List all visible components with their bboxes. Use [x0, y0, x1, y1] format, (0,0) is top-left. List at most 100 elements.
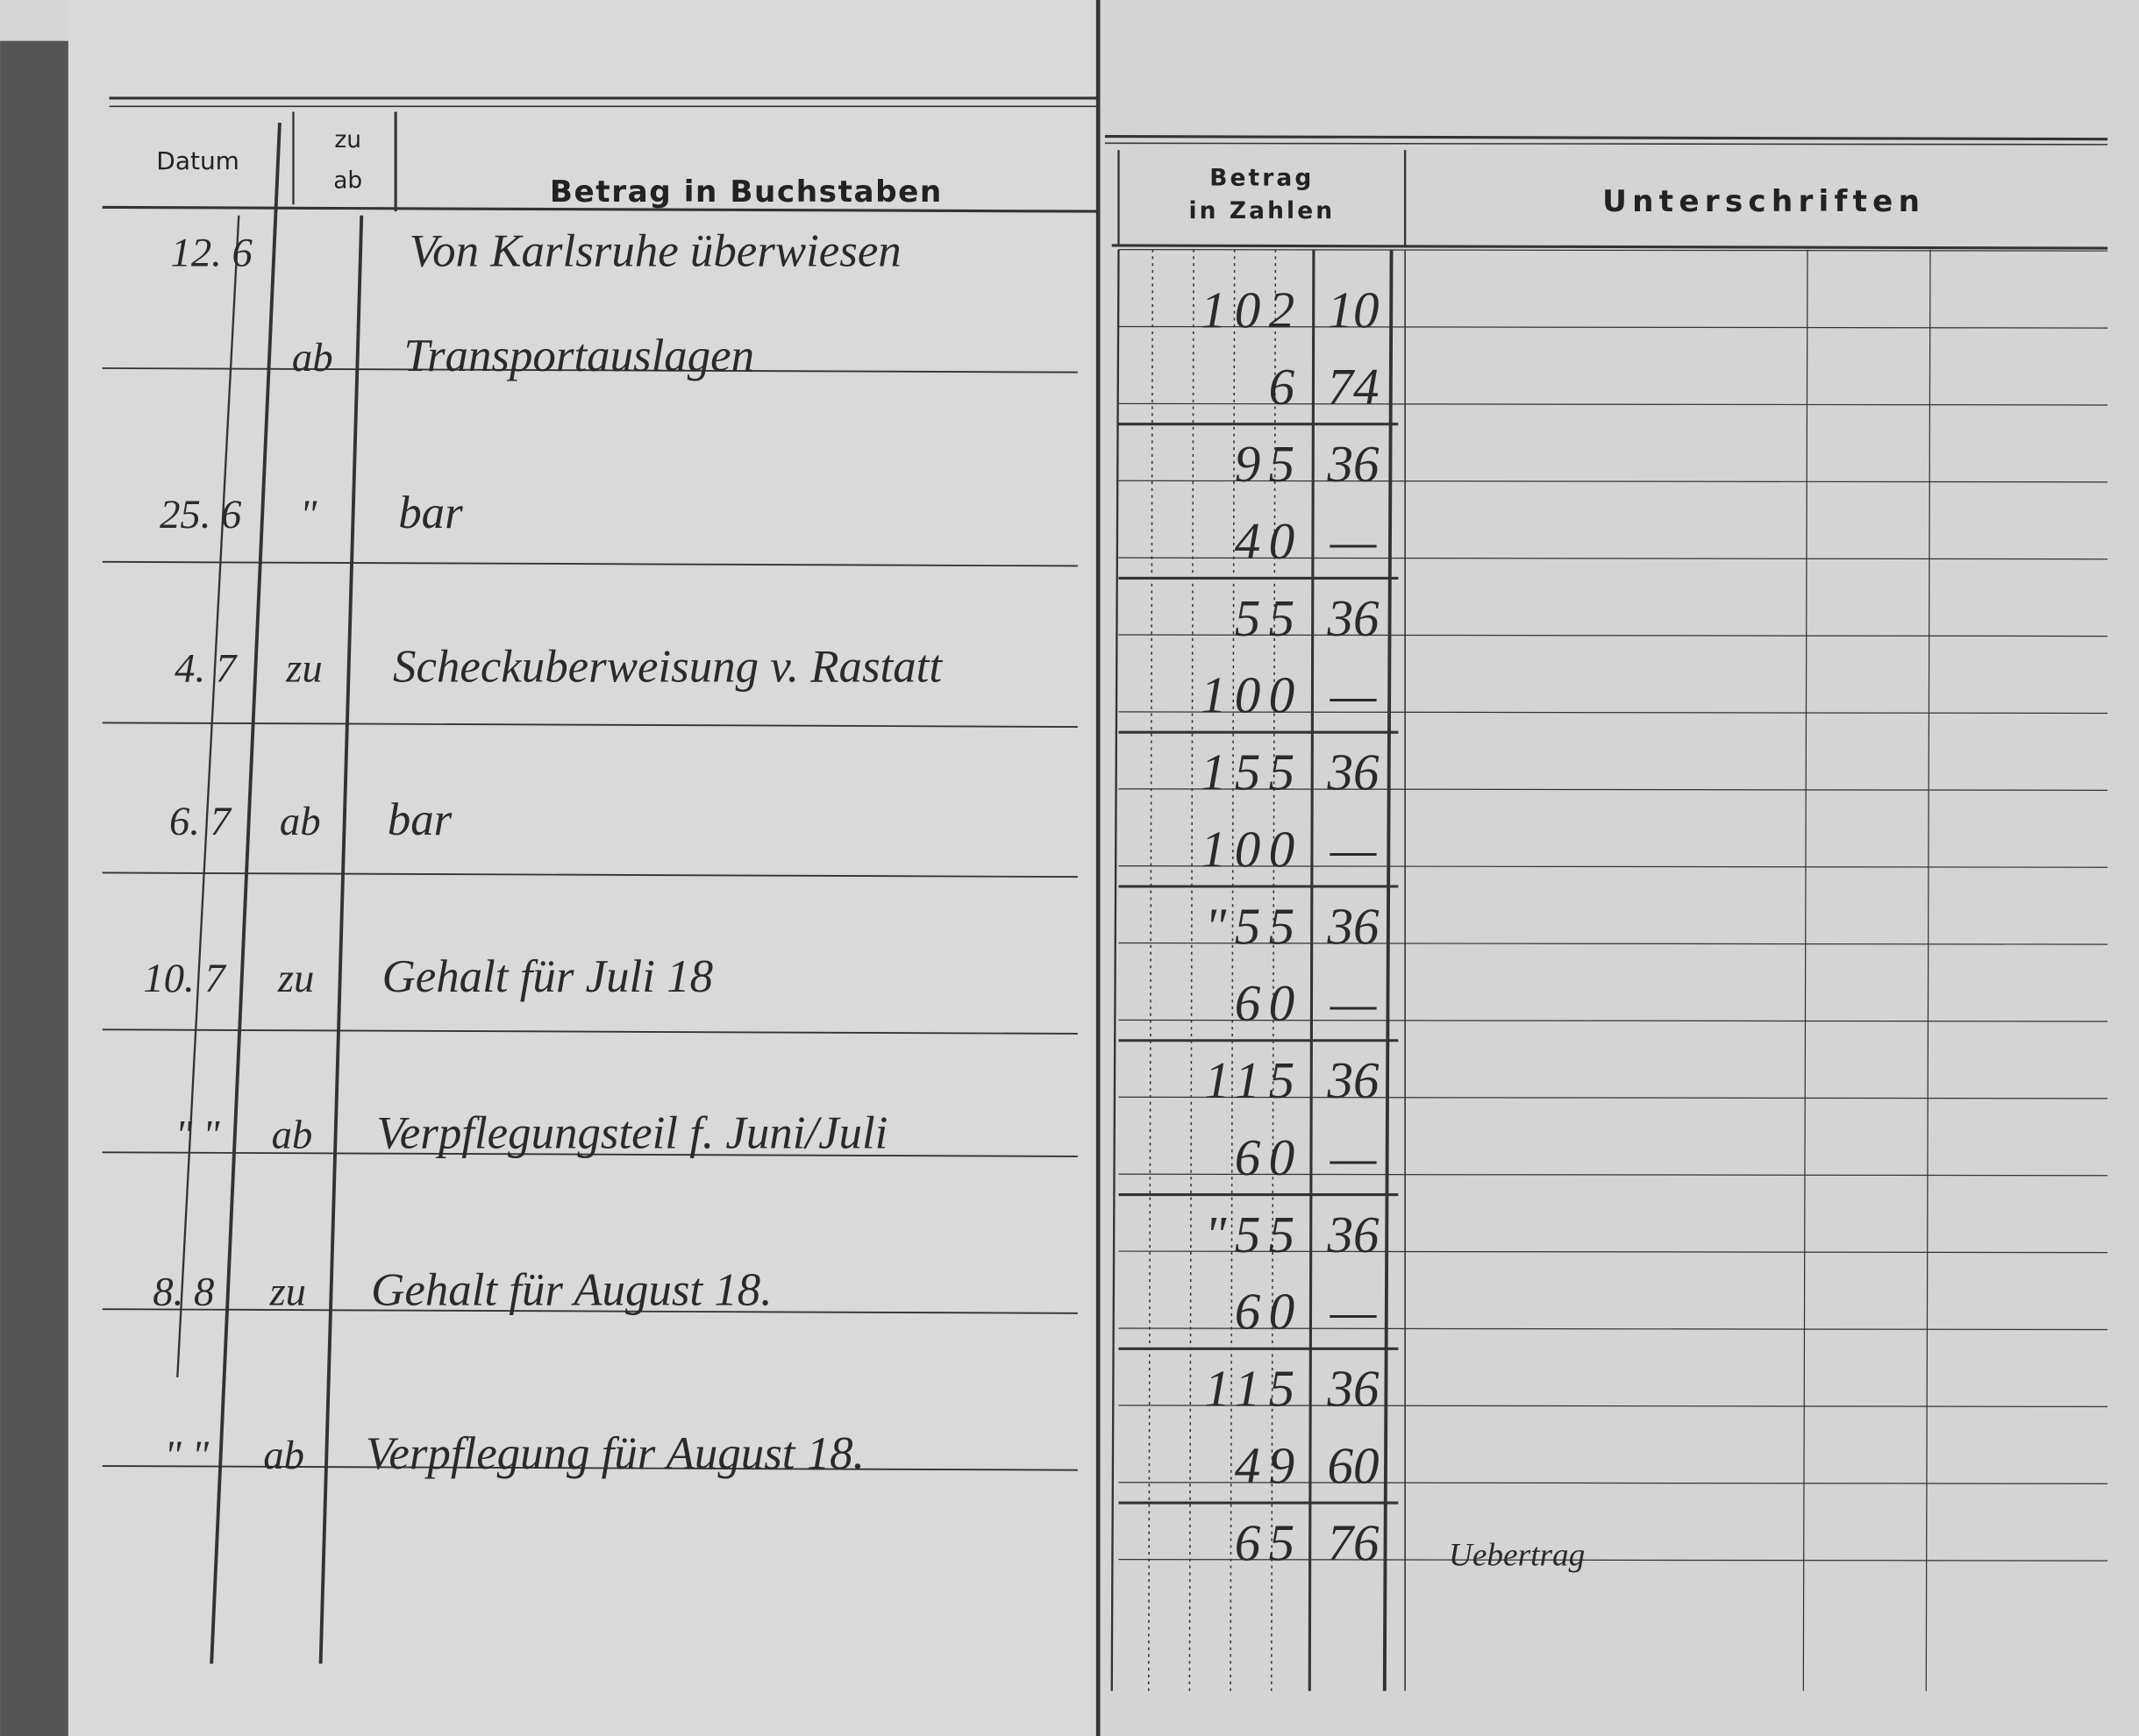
- amount-mark: 102: [1201, 281, 1303, 338]
- rule: [1118, 1327, 2108, 1331]
- entry-date: 25. 6: [160, 492, 242, 537]
- header-text: Betrag: [1209, 165, 1314, 192]
- amount-pf: —: [1330, 974, 1377, 1032]
- entry-zu-ab: ab: [280, 799, 321, 844]
- rule: [1118, 942, 2108, 945]
- rule: [1308, 249, 1315, 1691]
- amount-pf: 74: [1327, 358, 1379, 416]
- amount-mark: 100: [1201, 666, 1303, 724]
- cover-edge: [0, 40, 75, 1736]
- amount-mark: 49: [1235, 1436, 1303, 1494]
- entry-text: bar: [388, 794, 453, 845]
- entry-zu-ab: ": [300, 492, 317, 537]
- rule: [1118, 634, 2108, 637]
- amount-pf: 10: [1327, 281, 1379, 338]
- amount-mark: 55: [1235, 589, 1303, 647]
- amount-pf: —: [1330, 820, 1377, 878]
- left-page: [68, 0, 1099, 1736]
- rule: [1118, 325, 2108, 329]
- amount-pf: 36: [1326, 1206, 1380, 1263]
- ledger: Datum zu ab Betrag in Buchstaben Betrag in Za…: [102, 96, 2108, 1691]
- amount-pf: 36: [1326, 1051, 1380, 1109]
- amount-mark: 65: [1235, 1513, 1303, 1571]
- rule: [1118, 711, 2108, 715]
- entry-text: Scheckuberweisung v. Rastatt: [393, 642, 943, 693]
- rule: [176, 215, 240, 1377]
- amount-pf: —: [1330, 1128, 1377, 1186]
- rule: [1118, 480, 2108, 483]
- entry-date: 12. 6: [171, 230, 253, 275]
- amount-mark: 95: [1235, 435, 1303, 493]
- header-text: Datum: [156, 146, 239, 175]
- entry-zu-ab: ab: [263, 1433, 304, 1478]
- amount-mark: 115: [1204, 1051, 1302, 1109]
- rule: [1118, 249, 2108, 252]
- amount-pf: 36: [1326, 435, 1380, 493]
- rule: [1118, 1096, 2108, 1099]
- rule: [1188, 249, 1194, 1691]
- rule: [102, 205, 1099, 213]
- uebertrag: Uebertrag: [1449, 1538, 1585, 1574]
- amount-pf: —: [1330, 666, 1377, 724]
- amount-mark: 155: [1201, 743, 1303, 801]
- entry-date: 4. 7: [175, 646, 238, 692]
- entry-text: Gehalt für August 18.: [371, 1264, 772, 1315]
- amount-pf: —: [1330, 512, 1377, 570]
- rule: [1118, 402, 2108, 406]
- entry-zu-ab: zu: [269, 1269, 307, 1314]
- amount-mark: "55: [1205, 897, 1303, 955]
- rule: [1270, 249, 1277, 1691]
- entry-zu-ab: ab: [272, 1113, 313, 1158]
- rule: [210, 122, 282, 1664]
- right-page: [1098, 0, 2139, 1736]
- rule: [1925, 249, 1931, 1691]
- amount-pf: 36: [1326, 1360, 1380, 1418]
- header-text: in Zahlen: [1188, 197, 1335, 224]
- header-text: Betrag in Buchstaben: [550, 174, 943, 210]
- rule: [318, 215, 364, 1664]
- rule: [1118, 865, 2108, 868]
- rule: [1118, 557, 2108, 560]
- header-text: zu: [334, 126, 361, 153]
- entry-zu-ab: zu: [277, 956, 315, 1001]
- rule: [1118, 1173, 2108, 1177]
- entry-text: Transportauslagen: [403, 331, 754, 381]
- rule: [1118, 1482, 2108, 1484]
- rule: [1110, 249, 1120, 1691]
- rule: [102, 722, 1078, 728]
- amount-mark: 60: [1235, 974, 1303, 1032]
- rule: [1118, 1405, 2108, 1407]
- rule: [1147, 249, 1154, 1691]
- rule: [102, 872, 1078, 879]
- rule: [1104, 134, 2108, 141]
- rule: [102, 560, 1078, 567]
- entry-text: Gehalt für Juli 18: [382, 951, 713, 1002]
- entry-date: " ": [175, 1113, 220, 1158]
- entry-text: Verpflegungsteil f. Juni/Juli: [376, 1108, 888, 1159]
- header-text: Unterschriften: [1602, 184, 1925, 219]
- rule: [1118, 1250, 2108, 1254]
- amount-pf: 60: [1327, 1436, 1379, 1494]
- amount-mark: "55: [1205, 1206, 1303, 1263]
- rule: [1118, 1019, 2108, 1022]
- rule: [1118, 788, 2108, 791]
- amount-mark: 40: [1235, 512, 1303, 570]
- rule: [1230, 249, 1236, 1691]
- amount-mark: 6: [1269, 358, 1303, 416]
- entry-date: 6. 7: [169, 799, 232, 844]
- amount-pf: —: [1330, 1283, 1377, 1341]
- entry-date: 10. 7: [143, 956, 226, 1001]
- rule: [102, 1308, 1078, 1314]
- rule: [102, 1028, 1078, 1035]
- rule: [1118, 1558, 2108, 1562]
- rule: [102, 367, 1078, 374]
- rule: [1111, 244, 2108, 250]
- rule: [102, 1151, 1078, 1157]
- entry-date: 8. 8: [153, 1269, 214, 1314]
- amount-mark: 60: [1235, 1128, 1303, 1186]
- entry-text: Von Karlsruhe überwiesen: [410, 225, 902, 276]
- amount-pf: 76: [1327, 1513, 1380, 1571]
- amount-pf: 36: [1326, 589, 1380, 647]
